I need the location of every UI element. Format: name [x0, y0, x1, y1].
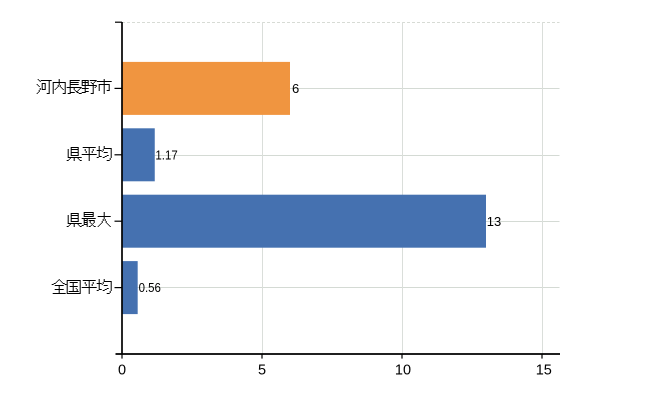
svg-text:1.17: 1.17 — [155, 147, 177, 162]
svg-text:5: 5 — [258, 363, 266, 379]
svg-text:6: 6 — [292, 81, 299, 96]
svg-text:13: 13 — [487, 214, 501, 229]
svg-text:15: 15 — [536, 363, 552, 379]
svg-text:0.56: 0.56 — [139, 280, 161, 295]
svg-text:0: 0 — [118, 363, 126, 379]
svg-text:10: 10 — [395, 363, 411, 379]
